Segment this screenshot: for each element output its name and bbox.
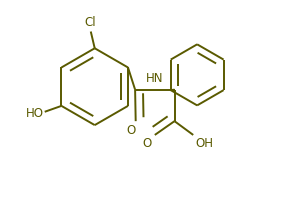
Text: O: O xyxy=(143,137,152,150)
Text: Cl: Cl xyxy=(84,16,96,29)
Text: HN: HN xyxy=(146,72,164,85)
Text: O: O xyxy=(126,124,135,137)
Text: HO: HO xyxy=(26,107,44,120)
Text: OH: OH xyxy=(195,137,213,150)
